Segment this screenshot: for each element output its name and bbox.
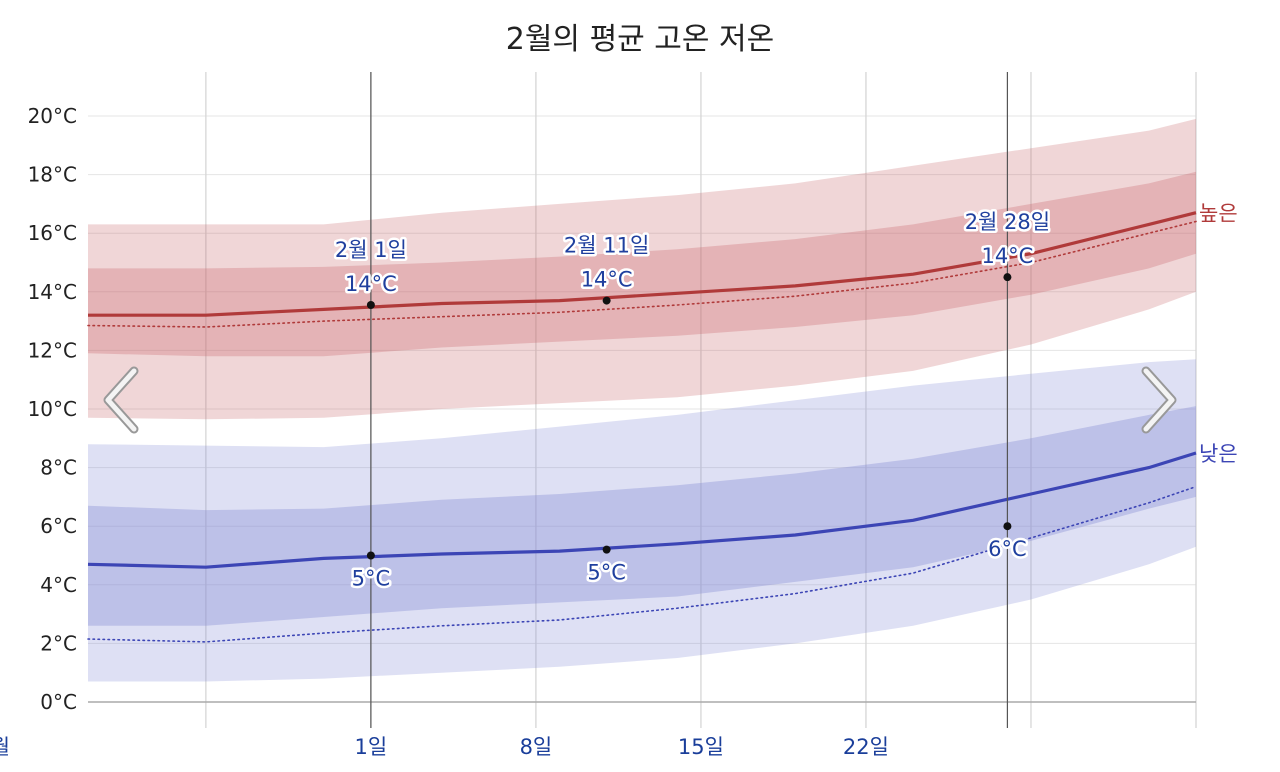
annotation-high-label: 14°C <box>981 244 1033 268</box>
inner-band <box>88 406 1196 626</box>
next-arrow-button[interactable] <box>1136 365 1180 435</box>
prev-arrow-button[interactable] <box>100 365 144 435</box>
annotation-high-label: 14°C <box>345 272 397 296</box>
annotation-high-label: 14°C <box>581 268 633 292</box>
y-tick-label: 2°C <box>40 631 77 655</box>
low-series: 낮은 <box>87 359 1238 682</box>
chevron-left-icon <box>103 366 139 434</box>
annotation-low-label: 5°C <box>587 561 626 585</box>
dotted-line <box>87 220 1197 328</box>
y-tick-label: 4°C <box>40 573 77 597</box>
y-tick-label: 12°C <box>28 338 77 362</box>
series-label: 높은 <box>1199 202 1238 226</box>
outer-band <box>88 118 1196 420</box>
y-tick-label: 0°C <box>40 690 77 714</box>
annotation-high-point <box>602 296 611 305</box>
annotation-high-point <box>1003 273 1012 282</box>
x-tick-label: 15일 <box>678 735 724 759</box>
mean-line <box>88 211 1197 317</box>
annotation-high-point <box>366 300 375 309</box>
x-tick-label: 22일 <box>843 735 889 759</box>
annotation-low-label: 5°C <box>352 567 391 591</box>
x-tick-label: 1일 <box>355 735 388 759</box>
high-series: 높은 <box>87 118 1238 420</box>
annotation-low-label: 6°C <box>988 537 1027 561</box>
chart-title: 2월의 평균 고온 저온 <box>505 22 775 57</box>
y-tick-label: 16°C <box>28 221 77 245</box>
annotation-low-point <box>366 551 375 560</box>
annotation-low-point <box>1003 522 1012 531</box>
annotation-date-label: 2월 1일 <box>335 238 407 262</box>
y-tick-label: 8°C <box>40 456 77 480</box>
inner-band <box>88 171 1196 357</box>
mean-line <box>87 451 1197 569</box>
y-tick-label: 14°C <box>28 280 77 304</box>
annotation-date-label: 2월 11일 <box>564 234 649 258</box>
annotation-low-point <box>602 545 611 554</box>
y-tick-label: 20°C <box>28 104 77 128</box>
series-label: 낮은 <box>1199 442 1238 466</box>
y-tick-label: 6°C <box>40 514 77 538</box>
y-tick-label: 18°C <box>28 163 77 187</box>
outer-band <box>88 359 1196 682</box>
x-tick-label: 8일 <box>520 735 553 759</box>
y-tick-label: 10°C <box>28 397 77 421</box>
dotted-line <box>87 485 1197 643</box>
x-tick-label: 1월 <box>0 735 10 759</box>
annotation-date-label: 2월 28일 <box>965 210 1050 234</box>
chevron-right-icon <box>1141 366 1177 434</box>
